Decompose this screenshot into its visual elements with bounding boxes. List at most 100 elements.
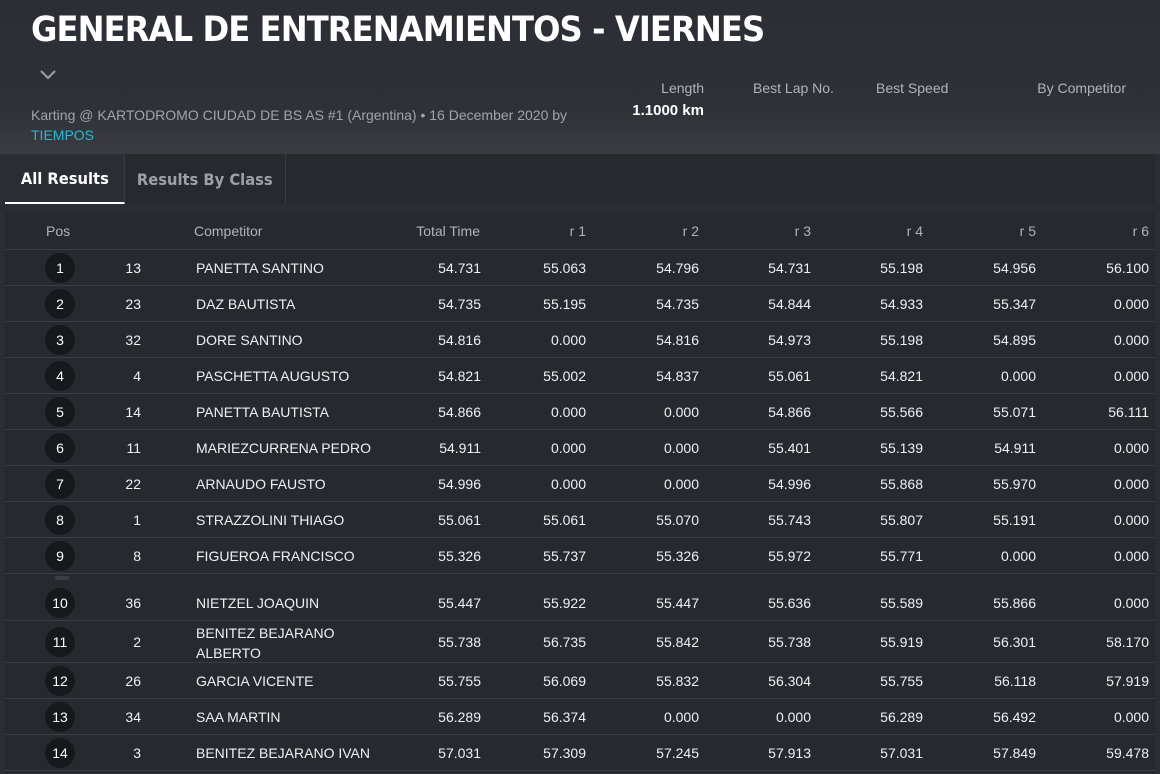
competitor-name[interactable]: SAA MARTIN [196, 709, 281, 725]
lap-time-r3: 54.844 [768, 296, 811, 312]
lap-time-r4: 55.566 [880, 404, 923, 420]
table-header: Pos Competitor Total Time r 1 r 2 r 3 r … [5, 212, 1155, 250]
position-badge: 6 [45, 433, 75, 463]
best-lap-stat: Best Lap No. [753, 80, 834, 96]
table-row[interactable]: 9 8 FIGUEROA FRANCISCO 55.326 55.737 55.326 55… [5, 538, 1155, 574]
lap-time-r1: 55.061 [543, 512, 586, 528]
table-row[interactable]: 13 34 SAA MARTIN 56.289 56.374 0.000 0.000 56.2… [5, 699, 1155, 735]
table-row[interactable]: 14 3 BENITEZ BEJARANO IVAN 57.031 57.309 57.2… [5, 735, 1155, 771]
lap-time-r5: 55.347 [993, 296, 1036, 312]
by-competitor-label[interactable]: By Competitor [1037, 80, 1126, 96]
kart-number: 23 [125, 296, 141, 312]
lap-time-r3: 54.866 [768, 404, 811, 420]
col-r4[interactable]: r 4 [906, 223, 923, 239]
table-row[interactable]: 7 22 ARNAUDO FAUSTO 54.996 0.000 0.000 54.996 5… [5, 466, 1155, 502]
lap-time-r1: 55.063 [543, 260, 586, 276]
position-badge: 3 [45, 325, 75, 355]
col-r3[interactable]: r 3 [794, 223, 811, 239]
kart-number: 8 [133, 548, 141, 564]
col-pos[interactable]: Pos [46, 223, 71, 239]
competitor-name[interactable]: BENITEZ BEJARANO IVAN [196, 745, 370, 761]
col-r5[interactable]: r 5 [1019, 223, 1036, 239]
row-separator [55, 576, 69, 580]
lap-time-r1: 55.922 [543, 595, 586, 611]
page-title: GENERAL DE ENTRENAMIENTOS - VIERNES [31, 10, 765, 50]
kart-number: 34 [125, 709, 141, 725]
kart-number: 2 [133, 634, 141, 650]
table-row[interactable]: 4 4 PASCHETTA AUGUSTO 54.821 55.002 54.837 55.… [5, 358, 1155, 394]
tab-label: All Results [20, 168, 109, 188]
lap-time-r3: 55.636 [768, 595, 811, 611]
table-row[interactable]: 6 11 MARIEZCURRENA PEDRO 54.911 0.000 0.000 55… [5, 430, 1155, 466]
lap-time-r6: 0.000 [1113, 548, 1149, 564]
col-r6[interactable]: r 6 [1132, 223, 1149, 239]
col-competitor[interactable]: Competitor [194, 223, 263, 239]
lap-time-r2: 55.447 [656, 595, 699, 611]
competitor-name[interactable]: GARCIA VICENTE [196, 673, 314, 689]
lap-time-r5: 55.071 [993, 404, 1036, 420]
col-total-time[interactable]: Total Time [416, 223, 480, 239]
event-header: GENERAL DE ENTRENAMIENTOS - VIERNES Kart… [0, 0, 1160, 154]
kart-number: 1 [133, 512, 141, 528]
kart-number: 22 [125, 476, 141, 492]
competitor-name[interactable]: NIETZEL JOAQUIN [196, 595, 320, 611]
col-r2[interactable]: r 2 [682, 223, 699, 239]
lap-time-r2: 55.326 [656, 548, 699, 564]
lap-time-r1: 56.735 [543, 634, 586, 650]
lap-time-r5: 54.956 [993, 260, 1036, 276]
competitor-name[interactable]: DORE SANTINO [196, 332, 303, 348]
lap-time-r2: 55.842 [656, 634, 699, 650]
lap-time-r1: 55.195 [543, 296, 586, 312]
competitor-name[interactable]: PASCHETTA AUGUSTO [196, 368, 350, 384]
lap-time-r5: 55.191 [993, 512, 1036, 528]
competitor-name[interactable]: MARIEZCURRENA PEDRO [196, 440, 372, 456]
lap-time-r5: 55.970 [993, 476, 1036, 492]
organizer-link[interactable]: TIEMPOS [31, 127, 95, 143]
position-badge: 7 [45, 469, 75, 499]
lap-time-r5: 57.849 [993, 745, 1036, 761]
table-row[interactable]: 1 13 PANETTA SANTINO 54.731 55.063 54.796 54.7… [5, 250, 1155, 286]
competitor-name[interactable]: ARNAUDO FAUSTO [196, 476, 326, 492]
competitor-name[interactable]: FIGUEROA FRANCISCO [196, 548, 355, 564]
table-row[interactable]: 11 2 BENITEZ BEJARANO ALBERTO 55.738 56.735 5… [5, 621, 1155, 663]
table-row[interactable]: 3 32 DORE SANTINO 54.816 0.000 54.816 54.973 55… [5, 322, 1155, 358]
lap-time-r4: 54.821 [880, 368, 923, 384]
total-time: 55.447 [438, 595, 481, 611]
position-badge: 14 [45, 738, 75, 768]
lap-time-r6: 58.170 [1106, 634, 1149, 650]
competitor-name[interactable]: STRAZZOLINI THIAGO [196, 512, 345, 528]
competitor-name[interactable]: PANETTA BAUTISTA [196, 404, 330, 420]
lap-time-r1: 0.000 [550, 476, 586, 492]
table-row[interactable]: 12 26 GARCIA VICENTE 55.755 56.069 55.832 56.3… [5, 663, 1155, 699]
competitor-name[interactable]: BENITEZ BEJARANO ALBERTO [196, 625, 335, 661]
tab-results-by-class[interactable]: Results By Class [125, 154, 286, 204]
tab-all-results[interactable]: All Results [5, 154, 125, 204]
table-row[interactable]: 2 23 DAZ BAUTISTA 54.735 55.195 54.735 54.844 5… [5, 286, 1155, 322]
table-row[interactable]: 10 36 NIETZEL JOAQUIN 55.447 55.922 55.447 55.… [5, 585, 1155, 621]
lap-time-r2: 55.070 [656, 512, 699, 528]
total-time: 54.735 [438, 296, 481, 312]
position-badge: 4 [45, 361, 75, 391]
competitor-name[interactable]: DAZ BAUTISTA [196, 296, 296, 312]
lap-time-r5: 54.895 [993, 332, 1036, 348]
total-time: 55.738 [438, 634, 481, 650]
lap-time-r2: 54.735 [656, 296, 699, 312]
table-row[interactable]: 5 14 PANETTA BAUTISTA 54.866 0.000 0.000 54.86… [5, 394, 1155, 430]
table-row[interactable]: 8 1 STRAZZOLINI THIAGO 55.061 55.061 55.070 55… [5, 502, 1155, 538]
lap-time-r4: 55.868 [880, 476, 923, 492]
by-competitor-stat[interactable]: By Competitor [1037, 80, 1126, 96]
lap-time-r2: 57.245 [656, 745, 699, 761]
competitor-name[interactable]: PANETTA SANTINO [196, 260, 324, 276]
chevron-down-icon[interactable] [38, 68, 58, 82]
lap-time-r4: 55.807 [880, 512, 923, 528]
position-badge: 8 [45, 505, 75, 535]
length-stat: Length 1.1000 km [632, 80, 704, 119]
col-r1[interactable]: r 1 [569, 223, 586, 239]
lap-time-r2: 0.000 [663, 440, 699, 456]
kart-number: 11 [126, 440, 141, 456]
lap-time-r5: 56.492 [993, 709, 1036, 725]
position-badge: 1 [45, 253, 75, 283]
length-label: Length [661, 80, 704, 96]
lap-time-r4: 55.198 [880, 260, 923, 276]
total-time: 55.061 [438, 512, 481, 528]
